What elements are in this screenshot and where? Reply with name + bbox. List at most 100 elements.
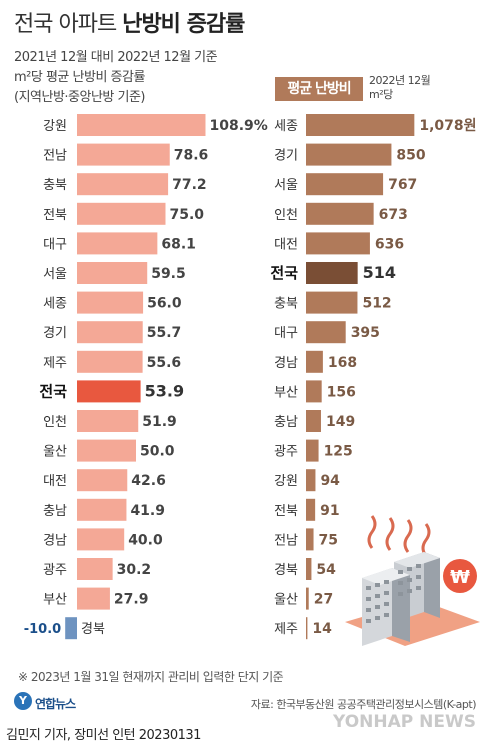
left-bar-4	[77, 232, 158, 255]
right-bar-15	[306, 558, 312, 580]
right-value-label-5: 514	[363, 263, 396, 282]
left-category-label-13: 충남	[43, 504, 67, 519]
right-value-label-16: 27	[314, 592, 333, 608]
left-category-label-3: 전북	[43, 208, 67, 223]
chart-canvas: 강원 108.9% 전남 78.6 충북 77.2 전북 75.0 대구 68.1 서울 59.5 세종…	[24, 114, 480, 646]
left-bar-12	[77, 469, 128, 492]
left-bar-9	[77, 380, 141, 403]
right-category-label-9: 부산	[274, 385, 298, 400]
right-value-label-9: 156	[327, 384, 356, 400]
left-value-label-15: 30.2	[117, 562, 152, 578]
right-bar-1	[306, 143, 392, 166]
left-category-label-17: 경북	[81, 622, 105, 637]
won-coin-icon: ₩	[450, 567, 470, 588]
legend-unit-line2: m²당	[369, 88, 393, 101]
left-value-label-14: 40.0	[128, 532, 163, 548]
right-value-label-10: 149	[326, 414, 355, 430]
right-value-label-14: 75	[319, 532, 338, 548]
left-bar-11	[77, 439, 136, 462]
right-category-label-3: 인천	[274, 208, 298, 223]
subtitle-period: 2021년 12월 대비 2022년 12월 기준	[14, 50, 218, 65]
right-value-label-17: 14	[312, 621, 332, 637]
watermark: YONHAP NEWS	[333, 712, 476, 732]
right-category-label-7: 대구	[274, 326, 298, 341]
right-value-label-13: 91	[320, 503, 339, 519]
left-bar-5	[77, 262, 148, 284]
apartment-illustration: ₩	[345, 515, 480, 646]
right-value-label-1: 850	[396, 148, 425, 164]
left-category-label-8: 제주	[43, 356, 67, 371]
left-value-label-10: 51.9	[142, 414, 177, 430]
source-text: 자료: 한국부동산원 공공주택관리정보시스템(K-apt)	[250, 698, 477, 711]
left-category-label-11: 울산	[43, 445, 67, 460]
right-bar-6	[306, 291, 358, 314]
title-light: 전국 아파트	[14, 12, 117, 37]
right-category-label-13: 전북	[274, 504, 298, 519]
left-value-label-7: 55.7	[147, 325, 182, 341]
left-bar-7	[77, 321, 143, 344]
right-bar-3	[306, 202, 374, 225]
left-category-label-15: 광주	[43, 563, 67, 578]
right-bar-7	[306, 321, 346, 344]
left-value-label-1: 78.6	[174, 148, 209, 164]
left-value-label-5: 59.5	[151, 266, 186, 282]
right-value-label-11: 125	[324, 444, 353, 460]
right-category-label-15: 경북	[274, 563, 298, 578]
left-category-label-9: 전국	[39, 382, 67, 400]
left-value-label-8: 55.6	[147, 355, 182, 371]
left-bar-16	[77, 587, 110, 610]
left-value-label-17: -10.0	[24, 622, 61, 637]
right-value-label-0: 1,078원	[419, 118, 476, 134]
left-category-label-5: 서울	[43, 267, 67, 282]
legend-unit-line1: 2022년 12월	[369, 74, 431, 87]
right-category-label-14: 전남	[274, 533, 298, 548]
right-bar-16	[306, 587, 309, 610]
left-value-label-3: 75.0	[170, 207, 205, 223]
byline: 김민지 기자, 장미선 인턴 20230131	[6, 728, 201, 743]
left-value-label-9: 53.9	[145, 381, 184, 400]
left-bar-14	[77, 528, 125, 551]
right-value-label-3: 673	[379, 207, 408, 223]
left-value-label-16: 27.9	[114, 592, 149, 608]
left-category-label-7: 경기	[43, 326, 67, 341]
left-category-label-2: 충북	[43, 178, 67, 193]
left-bar-13	[77, 498, 127, 521]
left-bar-15	[77, 558, 113, 580]
left-category-label-4: 대구	[43, 237, 67, 252]
left-bar-17	[65, 617, 77, 640]
left-bar-2	[77, 173, 169, 196]
right-category-label-11: 광주	[274, 445, 298, 460]
footnote: ※ 2023년 1월 31일 현재까지 관리비 입력한 단지 기준	[18, 670, 284, 684]
left-value-label-13: 41.9	[130, 503, 165, 519]
left-value-label-4: 68.1	[161, 236, 196, 252]
right-bar-2	[306, 173, 384, 196]
right-value-label-12: 94	[320, 473, 340, 489]
left-category-label-1: 전남	[43, 149, 67, 164]
right-bar-14	[306, 528, 314, 551]
right-value-label-6: 512	[362, 296, 391, 312]
page-title: 전국 아파트 난방비 증감률	[14, 6, 245, 38]
right-bar-4	[306, 232, 370, 255]
publisher-logo: 연합뉴스	[35, 697, 76, 711]
left-value-label-0: 108.9%	[210, 118, 268, 134]
right-bar-5	[306, 262, 358, 284]
right-category-label-12: 강원	[274, 474, 298, 489]
right-legend-unit: 2022년 12월 m²당	[369, 74, 431, 102]
right-category-label-1: 경기	[274, 149, 298, 164]
right-category-label-16: 울산	[274, 593, 298, 608]
left-category-label-16: 부산	[43, 593, 67, 608]
left-category-label-6: 세종	[43, 297, 67, 312]
right-bar-9	[306, 380, 322, 403]
left-category-label-14: 경남	[43, 533, 67, 548]
right-bar-13	[306, 498, 316, 521]
right-bar-8	[306, 350, 323, 373]
left-bar-0	[77, 114, 206, 136]
title-bold: 난방비 증감률	[122, 12, 245, 37]
right-bar-0	[306, 114, 415, 136]
left-bar-10	[77, 410, 139, 432]
left-bar-1	[77, 143, 170, 166]
left-category-label-0: 강원	[43, 119, 67, 134]
subtitle-metric: m²당 평균 난방비 증감률	[14, 70, 145, 85]
right-legend-label: 평균 난방비	[275, 77, 363, 101]
right-value-label-7: 395	[351, 325, 380, 341]
